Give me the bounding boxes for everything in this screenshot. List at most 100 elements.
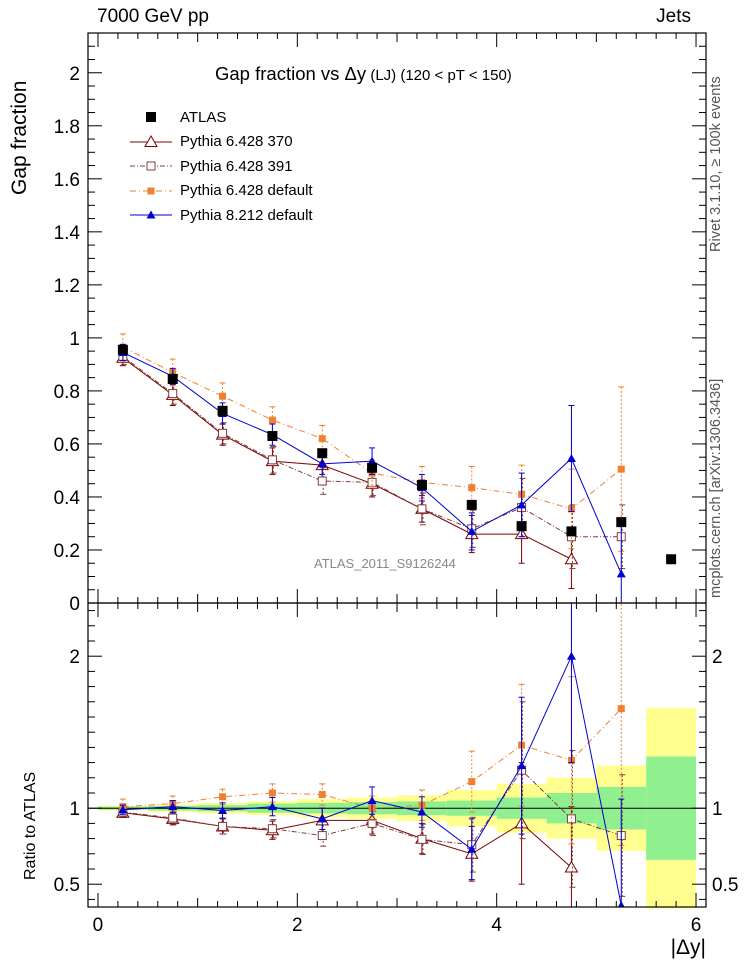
legend-swatch-marker (146, 161, 156, 171)
legend-swatch (130, 161, 172, 171)
legend-entry: Pythia 6.428 default (128, 180, 313, 202)
legend-swatch (130, 187, 172, 194)
ratio-data-point (118, 805, 128, 814)
main-data-point (566, 454, 576, 463)
ratio-data-point (517, 761, 527, 770)
ratio-y-axis-label: Ratio to ATLAS (22, 771, 39, 880)
main-y-axis-label: Gap fraction (8, 80, 31, 195)
main-data-point (564, 552, 579, 565)
legend-entry: ATLAS (128, 106, 226, 128)
main-data-point (467, 526, 477, 535)
legend-label: Pythia 6.428 370 (180, 133, 293, 150)
ratio-data-point (467, 844, 477, 853)
ratio-data-point (617, 900, 625, 907)
main-data-point (416, 480, 427, 491)
ratio-data-point (318, 791, 326, 799)
main-series-line (122, 357, 572, 560)
main-series-group (119, 333, 625, 552)
main-data-point (267, 430, 278, 441)
main-data-point (117, 344, 128, 355)
ratio-data-point (268, 789, 276, 797)
main-data-point (268, 416, 276, 424)
legend-label: ATLAS (180, 108, 227, 126)
ratio-data-point (218, 805, 228, 814)
x-tick-label: 0 (93, 915, 104, 936)
x-tick-label: 6 (691, 915, 702, 936)
legend-swatch-marker (144, 134, 158, 147)
main-data-point (468, 484, 476, 492)
ratio-y-tick-label-left: 2 (69, 647, 80, 668)
main-series-line (122, 356, 622, 538)
legend-swatch-marker (147, 187, 155, 194)
ratio-data-point (168, 802, 178, 811)
main-series-line (122, 346, 622, 510)
main-data-point (167, 373, 178, 384)
main-data-point (317, 459, 327, 468)
main-y-tick-label: 2 (69, 64, 80, 85)
energy-label: 7000 GeV pp (97, 6, 209, 27)
legend-entry: Pythia 6.428 370 (128, 131, 293, 153)
ratio-data-point (219, 793, 227, 801)
legend-label: Pythia 6.428 391 (180, 157, 293, 175)
ratio-data-point (617, 705, 625, 713)
ratio-data-point (417, 807, 427, 816)
main-data-point (318, 435, 326, 443)
ratio-y-tick-label-left: 1 (69, 799, 80, 820)
legend-swatch (130, 134, 172, 147)
main-data-point (367, 456, 377, 465)
main-y-tick-label: 0.6 (54, 435, 80, 456)
main-data-point (516, 521, 527, 532)
main-y-tick-label: 0.8 (54, 382, 80, 403)
ratio-y-tick-label-right: 2 (712, 647, 723, 668)
main-data-point (218, 428, 228, 438)
main-y-tick-label: 1.4 (54, 223, 81, 244)
main-series-group (117, 344, 677, 565)
main-data-point (417, 504, 427, 514)
ratio-data-point (468, 778, 476, 786)
legend-label: Pythia 8.212 default (180, 206, 313, 224)
ratio-y-tick-label-right: 0.5 (712, 875, 738, 896)
ratio-data-point (267, 802, 277, 811)
main-y-tick-label: 1.6 (54, 170, 80, 191)
main-y-tick-label: 1.2 (54, 276, 80, 297)
main-data-point (616, 517, 627, 528)
ratio-data-point (417, 834, 427, 844)
process-label: Jets (656, 6, 691, 27)
chart-title: Gap fraction vs Δy (LJ) (120 < pT < 150) (215, 63, 512, 85)
main-data-point (566, 526, 577, 537)
main-y-tick-label: 1 (69, 329, 80, 350)
ratio-data-point (317, 831, 327, 841)
ratio-data-point (566, 651, 576, 660)
legend-swatch-marker (146, 210, 156, 219)
main-y-tick-label: 0 (69, 594, 80, 615)
ratio-data-point (367, 796, 377, 805)
ratio-data-point (218, 821, 228, 831)
main-data-point (168, 389, 178, 399)
ratio-data-point (564, 860, 579, 873)
legend-swatch (130, 210, 172, 219)
x-axis-label: |Δy| (670, 936, 706, 959)
main-y-tick-label: 1.8 (54, 117, 80, 138)
legend-swatch (146, 112, 156, 122)
legend-entry: Pythia 6.428 391 (128, 155, 293, 177)
legend-entry: Pythia 8.212 default (128, 204, 313, 226)
main-data-point (466, 499, 477, 510)
main-y-tick-label: 0.2 (54, 541, 80, 562)
ratio-y-tick-label-left: 0.5 (54, 875, 80, 896)
ratio-data-point (168, 813, 178, 823)
chart-title-suffix: (LJ) (120 < pT < 150) (366, 67, 512, 84)
main-data-point (317, 476, 327, 486)
rivet-version-label: Rivet 3.1.10, ≥ 100k events (708, 76, 724, 252)
ratio-data-point (317, 814, 327, 823)
legend-swatch-marker (146, 112, 156, 122)
main-data-point (666, 554, 677, 565)
main-data-point (317, 448, 328, 459)
main-data-point (517, 500, 527, 509)
main-y-tick-label: 0.4 (54, 488, 81, 509)
ratio-y-tick-label-right: 1 (712, 799, 723, 820)
main-data-point (219, 392, 227, 400)
mcplots-reference-label: mcplots.cern.ch [arXiv:1306.3436] (708, 378, 724, 598)
main-data-point (267, 455, 277, 465)
main-data-point (616, 569, 626, 578)
